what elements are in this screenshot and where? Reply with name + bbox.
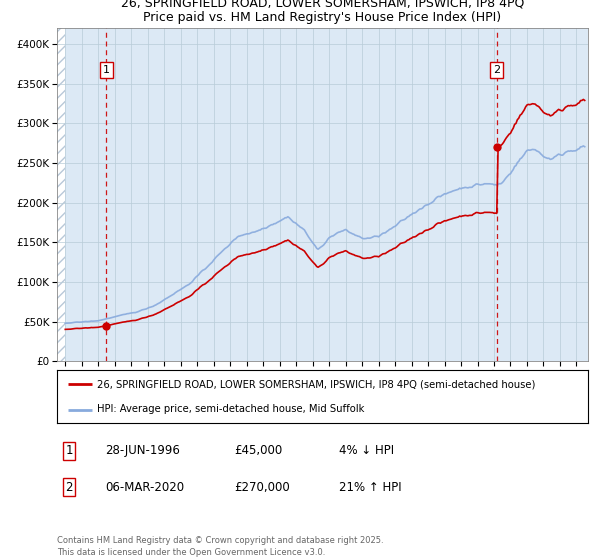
Text: 2: 2 [65,480,73,494]
Text: Contains HM Land Registry data © Crown copyright and database right 2025.
This d: Contains HM Land Registry data © Crown c… [57,536,383,557]
Title: 26, SPRINGFIELD ROAD, LOWER SOMERSHAM, IPSWICH, IP8 4PQ
Price paid vs. HM Land R: 26, SPRINGFIELD ROAD, LOWER SOMERSHAM, I… [121,0,524,24]
Text: £270,000: £270,000 [234,480,290,494]
Text: 06-MAR-2020: 06-MAR-2020 [105,480,184,494]
Text: £45,000: £45,000 [234,444,282,458]
Text: 4% ↓ HPI: 4% ↓ HPI [339,444,394,458]
Text: 21% ↑ HPI: 21% ↑ HPI [339,480,401,494]
Text: 1: 1 [65,444,73,458]
Text: 26, SPRINGFIELD ROAD, LOWER SOMERSHAM, IPSWICH, IP8 4PQ (semi-detached house): 26, SPRINGFIELD ROAD, LOWER SOMERSHAM, I… [97,380,535,390]
Text: 28-JUN-1996: 28-JUN-1996 [105,444,180,458]
Text: HPI: Average price, semi-detached house, Mid Suffolk: HPI: Average price, semi-detached house,… [97,404,364,414]
Text: 2: 2 [493,64,500,74]
Text: 1: 1 [103,64,110,74]
Bar [57,28,65,361]
